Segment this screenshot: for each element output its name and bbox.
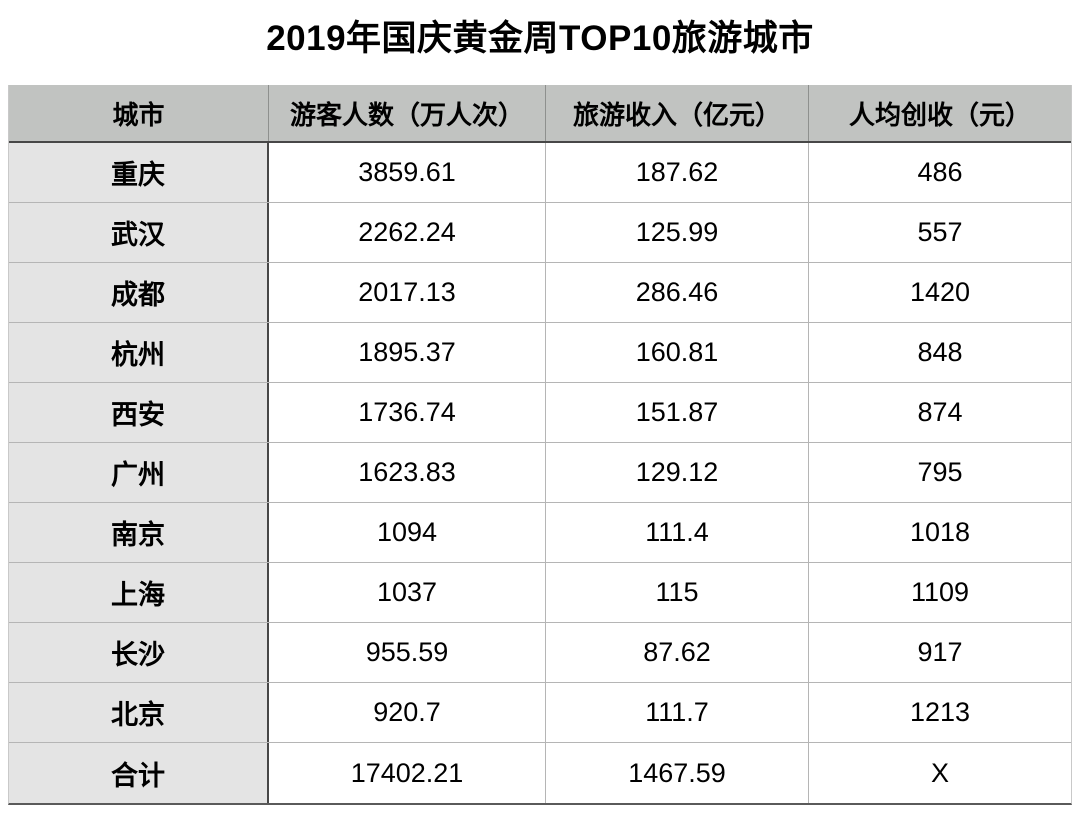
column-header-tourists: 游客人数（万人次） [269, 85, 546, 141]
revenue-cell: 111.7 [546, 683, 809, 742]
table-row: 西安 1736.74 151.87 874 [9, 383, 1071, 443]
per-capita-cell: 795 [917, 457, 963, 487]
tourists-cell: 955.59 [269, 623, 546, 682]
table-row: 南京 1094 111.4 1018 [9, 503, 1071, 563]
revenue-cell: 115 [546, 563, 809, 622]
total-per-capita-cell: X [930, 757, 949, 788]
city-cell: 武汉 [9, 203, 269, 262]
revenue-cell: 125.99 [546, 203, 809, 262]
tourists-cell: 920.7 [269, 683, 546, 742]
table-row: 北京 920.7 111.7 1213 [9, 683, 1071, 743]
total-revenue-cell: 1467.59 [546, 743, 809, 803]
table-header-row: 城市 游客人数（万人次） 旅游收入（亿元） 人均创收（元） [9, 85, 1071, 143]
city-cell: 南京 [9, 503, 269, 562]
tourists-cell: 1623.83 [269, 443, 546, 502]
revenue-cell: 111.4 [546, 503, 809, 562]
per-capita-cell: 848 [917, 337, 963, 367]
tourists-cell: 2017.13 [269, 263, 546, 322]
revenue-cell: 286.46 [546, 263, 809, 322]
table-row: 上海 1037 115 1109 [9, 563, 1071, 623]
column-header-per-capita: 人均创收（元） [848, 99, 1031, 130]
per-capita-cell: 557 [917, 217, 963, 247]
city-cell: 北京 [9, 683, 269, 742]
revenue-cell: 87.62 [546, 623, 809, 682]
city-cell: 上海 [9, 563, 269, 622]
per-capita-cell: 1420 [909, 277, 971, 307]
tourists-cell: 1037 [269, 563, 546, 622]
revenue-cell: 160.81 [546, 323, 809, 382]
city-cell: 成都 [9, 263, 269, 322]
per-capita-cell: 1018 [909, 517, 971, 547]
table-row: 武汉 2262.24 125.99 557 [9, 203, 1071, 263]
total-tourists-cell: 17402.21 [269, 743, 546, 803]
city-cell: 广州 [9, 443, 269, 502]
table-total-row: 合计 17402.21 1467.59 X [9, 743, 1071, 803]
city-cell: 西安 [9, 383, 269, 442]
table-row: 长沙 955.59 87.62 917 [9, 623, 1071, 683]
per-capita-cell: 1109 [910, 577, 970, 607]
revenue-cell: 151.87 [546, 383, 809, 442]
total-label-cell: 合计 [9, 743, 269, 803]
tourists-cell: 1094 [269, 503, 546, 562]
column-header-city: 城市 [9, 85, 269, 141]
table-row: 杭州 1895.37 160.81 848 [9, 323, 1071, 383]
table-row: 重庆 3859.61 187.62 486 [9, 143, 1071, 203]
table-row: 成都 2017.13 286.46 1420 [9, 263, 1071, 323]
revenue-cell: 129.12 [546, 443, 809, 502]
per-capita-cell: 1213 [909, 697, 971, 727]
table-row: 广州 1623.83 129.12 795 [9, 443, 1071, 503]
per-capita-cell: 874 [917, 397, 963, 427]
tourists-cell: 1736.74 [269, 383, 546, 442]
per-capita-cell: 486 [917, 157, 963, 187]
city-cell: 杭州 [9, 323, 269, 382]
per-capita-cell: 917 [917, 637, 963, 667]
revenue-cell: 187.62 [546, 143, 809, 202]
page-title: 2019年国庆黄金周TOP10旅游城市 [266, 19, 814, 58]
column-header-revenue: 旅游收入（亿元） [546, 85, 809, 141]
city-cell: 长沙 [9, 623, 269, 682]
tourists-cell: 2262.24 [269, 203, 546, 262]
tourists-cell: 3859.61 [269, 143, 546, 202]
top10-cities-table: 城市 游客人数（万人次） 旅游收入（亿元） 人均创收（元） 重庆 3859.61… [8, 85, 1072, 805]
tourists-cell: 1895.37 [269, 323, 546, 382]
city-cell: 重庆 [9, 143, 269, 202]
